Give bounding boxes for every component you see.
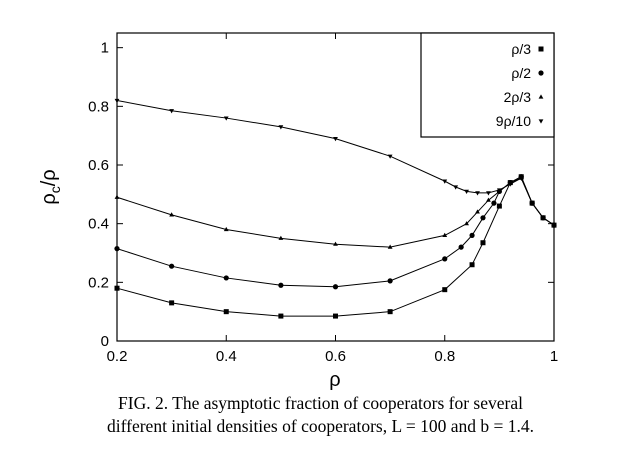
legend-marker	[538, 94, 544, 99]
data-point	[491, 200, 497, 206]
data-point	[464, 189, 469, 194]
x-tick-label: 0.8	[434, 348, 455, 365]
data-point	[442, 179, 448, 184]
data-point	[169, 109, 175, 114]
figure-caption: FIG. 2. The asymptotic fraction of coope…	[0, 392, 641, 438]
data-point	[333, 313, 338, 319]
data-point	[223, 226, 229, 232]
data-point	[469, 262, 475, 268]
legend-label: ρ/2	[511, 65, 531, 81]
series-4	[114, 98, 557, 228]
y-tick-label: 0.2	[88, 274, 109, 291]
data-point	[169, 212, 175, 217]
data-point	[387, 309, 393, 315]
y-tick-label: 1	[101, 40, 109, 57]
data-point	[486, 197, 491, 202]
data-point	[480, 240, 486, 246]
data-point	[387, 154, 393, 159]
data-point	[475, 209, 480, 214]
data-point	[169, 300, 175, 306]
data-point	[278, 313, 284, 319]
data-point	[223, 275, 229, 281]
data-point	[169, 263, 175, 269]
data-point	[114, 246, 120, 252]
data-point	[496, 203, 502, 209]
line-chart: 0.2 0.4 0.6 0.8 100.20.40.60.81 ρ/3ρ/22ρ/39ρ…	[38, 32, 558, 391]
data-point	[387, 244, 393, 249]
data-point	[551, 223, 557, 228]
data-point	[223, 309, 229, 315]
x-axis-title: ρ	[329, 369, 340, 391]
data-point	[332, 284, 339, 290]
caption-line-1: FIG. 2. The asymptotic fraction of coope…	[118, 393, 523, 413]
data-point	[114, 194, 120, 199]
legend-marker	[538, 119, 544, 124]
data-point	[333, 241, 338, 246]
data-point	[442, 232, 448, 237]
x-tick-label: 0.2	[107, 348, 128, 365]
data-point	[278, 235, 284, 240]
legend-label: 2ρ/3	[504, 89, 532, 105]
y-tick-label: 0	[101, 333, 109, 350]
data-point	[442, 287, 448, 293]
data-point	[223, 116, 229, 121]
legend-marker	[538, 70, 544, 76]
data-point	[442, 256, 448, 262]
legend-marker	[538, 46, 544, 52]
data-point	[507, 182, 513, 187]
data-point	[333, 137, 338, 142]
caption-line-2: different initial densities of cooperato…	[107, 416, 534, 436]
data-point	[387, 278, 393, 284]
data-point	[278, 282, 284, 288]
y-tick-label: 0.4	[88, 216, 109, 233]
series-layer	[114, 98, 557, 319]
legend-label: ρ/3	[511, 41, 531, 57]
y-tick-label: 0.6	[88, 157, 109, 174]
x-tick-label: 0.6	[325, 348, 346, 365]
data-point	[486, 191, 491, 196]
data-point	[475, 191, 480, 196]
data-point	[114, 285, 120, 291]
data-point	[458, 244, 464, 250]
legend-box	[420, 32, 555, 138]
data-point	[278, 125, 284, 130]
x-tick-label: 1	[550, 348, 558, 365]
data-point	[518, 176, 524, 181]
legend-label: 9ρ/10	[496, 113, 531, 129]
series-1	[114, 174, 557, 319]
data-point	[464, 221, 469, 226]
x-tick-label: 0.4	[216, 348, 237, 365]
y-axis-title: ρc/ρ	[38, 169, 63, 204]
series-line	[116, 177, 555, 248]
data-point	[496, 188, 502, 193]
data-point	[453, 185, 459, 190]
data-point	[540, 216, 546, 221]
y-tick-label: 0.8	[88, 98, 109, 115]
data-point	[480, 215, 486, 221]
data-point	[529, 201, 535, 206]
axis-ticks: 0.2 0.4 0.6 0.8 100.20.40.60.81	[88, 33, 558, 365]
series-3	[114, 175, 557, 249]
legend: ρ/3 ρ/2 2ρ/3 9ρ/10	[420, 32, 555, 138]
data-point	[469, 232, 475, 238]
data-point	[114, 98, 120, 104]
